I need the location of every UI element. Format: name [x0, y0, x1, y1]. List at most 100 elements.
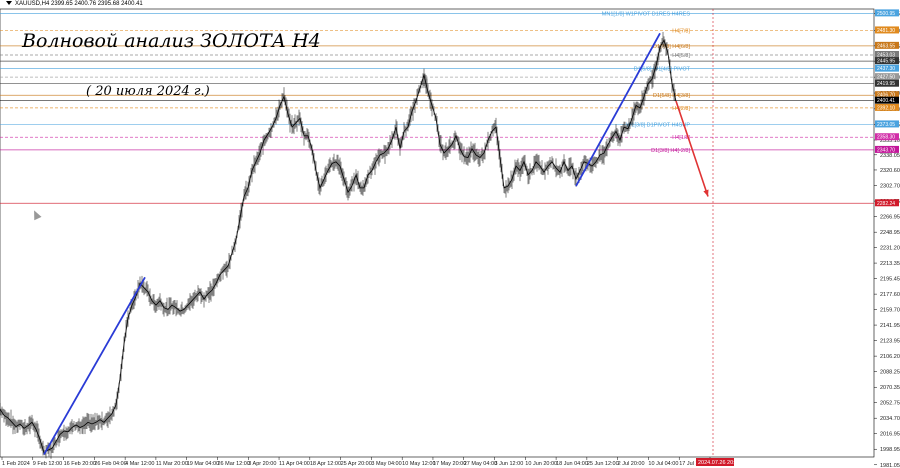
price-tag-box — [875, 91, 899, 99]
x-tick-label: 25 Apr 20:00 — [341, 461, 372, 467]
y-tick-label: 2195.45 — [880, 277, 900, 283]
y-tick-label: 1981.05 — [880, 463, 900, 468]
price-tag-label: 2392.10 — [877, 105, 895, 111]
price-tag-label: 2445.95 — [877, 59, 895, 65]
y-tick-label: 1998.95 — [880, 447, 900, 453]
x-tick-label: 11 Apr 04:00 — [279, 461, 310, 467]
price-tag-box — [875, 9, 899, 17]
forecast-arrow-line — [675, 100, 709, 197]
y-tick-label: 2213.35 — [880, 261, 900, 267]
x-tick-label: 9 Feb 12:00 — [33, 461, 62, 467]
forecast-arrow-head-icon — [703, 189, 709, 197]
price-tag-box — [875, 133, 899, 141]
x-tick-label: 10 May 12:00 — [402, 461, 435, 467]
price-tag-label: 2400.41 — [877, 98, 895, 104]
x-tick-label: 3 May 04:00 — [371, 461, 401, 467]
y-tick-label: 2302.70 — [880, 184, 900, 190]
x-tick-label: 11 Mar 20:00 — [156, 461, 188, 467]
price-tag-box — [875, 73, 899, 81]
price-tag-box — [875, 50, 899, 58]
y-tick-label: 2266.95 — [880, 215, 900, 221]
price-tag-label: 2419.95 — [877, 81, 895, 87]
y-tick-label: 2248.95 — [880, 230, 900, 236]
price-tag-label: 2343.70 — [877, 147, 895, 153]
dropdown-triangle-icon[interactable] — [6, 1, 12, 6]
y-tick-label: 2320.60 — [880, 168, 900, 174]
symbol-line: XAUUSD,H4 2399.65 2400.76 2395.68 2400.4… — [15, 1, 143, 7]
level-label: W1[3/8] D1PIVOT H4SUP — [626, 122, 690, 128]
x-tick-label: 10 Jul 04:00 — [648, 461, 678, 467]
price-tag-box — [875, 41, 899, 49]
plot-frame — [0, 8, 875, 458]
y-tick-label: 2338.05 — [880, 153, 900, 159]
level-label: H4[7/8] — [672, 28, 690, 34]
price-tag-box — [875, 64, 899, 72]
price-tag-box — [875, 199, 899, 207]
level-label: D1[7/8] H4[6/8] — [653, 44, 690, 50]
y-tick-label: 2016.95 — [880, 432, 900, 438]
x-tick-label: 18 Jun 04:00 — [556, 461, 588, 467]
x-tick-label: 2 Jul 20:00 — [618, 461, 645, 467]
y-tick-label: 2159.70 — [880, 308, 900, 314]
x-tick-label: 3 Apr 20:00 — [248, 461, 276, 467]
x-tick-label: 19 Mar 04:00 — [187, 461, 219, 467]
price-tag-box — [875, 79, 899, 87]
x-tick-label: 26 Feb 04:00 — [94, 461, 126, 467]
level-label: D1[3/8] H4[-2/8] — [651, 148, 690, 154]
y-tick-label: 2231.20 — [880, 246, 900, 252]
x-tick-label: 10 Jun 20:00 — [525, 461, 557, 467]
price-tags: 2500.95 2481.30 2463.55 2453.032445.952437.… — [875, 9, 899, 207]
price-tag-label: 2282.24 — [877, 201, 895, 207]
price-tag-box — [875, 26, 899, 34]
x-tick-label: 26 Mar 12:00 — [217, 461, 249, 467]
y-tick-label: 2052.75 — [880, 401, 900, 407]
x-tick-label: 3 Jun 12:00 — [495, 461, 524, 467]
level-label: H4[2/8] — [672, 106, 690, 112]
y-tick-label: 2088.25 — [880, 370, 900, 376]
x-tick-label: 25 Jun 12:00 — [587, 461, 619, 467]
price-tag-label: 2500.95 — [877, 11, 895, 17]
price-tag-label: 2463.55 — [877, 43, 895, 49]
price-tag-box — [875, 96, 899, 104]
x-highlight-box — [696, 458, 734, 466]
y-tick-label: 2123.95 — [880, 339, 900, 345]
y-tick-label: 2070.35 — [880, 385, 900, 391]
level-label: H4[1/8] — [672, 135, 690, 141]
level-label: D1[5/8] H4[3/8] — [653, 93, 690, 99]
x-tick-label: 16 Feb 20:00 — [64, 461, 96, 467]
y-tick-label: 2034.70 — [880, 416, 900, 422]
symbol-header: XAUUSD,H4 2399.65 2400.76 2395.68 2400.4… — [6, 1, 143, 7]
wave-line — [575, 32, 661, 187]
price-tag-label: 2358.30 — [877, 135, 895, 141]
y-tick-label: 2355.10 — [880, 138, 900, 144]
price-tag-label: 2481.30 — [877, 28, 895, 34]
level-label: MN1[1/8] W1PIVOT D1RES H4RES — [602, 11, 691, 17]
chart-subtitle: ( 20 июля 2024 г.) — [86, 84, 210, 99]
level-label: D1[6/8] W1[4/8] PIVOT — [634, 67, 691, 73]
y-tick-label: 2141.95 — [880, 323, 900, 329]
x-tick-label: 1 Feb 2024 — [2, 461, 30, 467]
price-tag-label: 2437.30 — [877, 66, 895, 72]
price-tag-box — [875, 145, 899, 153]
x-tick-label: 4 Mar 12:00 — [125, 461, 154, 467]
price-tag-box — [875, 103, 899, 111]
x-tick-label: 2024.07.26 20:00 — [698, 460, 741, 466]
x-tick-label: 17 May 20:00 — [433, 461, 466, 467]
price-tag-label: 2373.05 — [877, 122, 895, 128]
chart-title: Волновой анализ ЗОЛОТА H4 — [22, 30, 321, 52]
price-tag-box — [875, 120, 899, 128]
y-tick-label: 2177.60 — [880, 292, 900, 298]
price-tag-label: 2406.70 — [877, 93, 895, 99]
x-tick-label: 17 Jul 12:00 — [679, 461, 709, 467]
x-tick-label: 27 May 04:00 — [464, 461, 497, 467]
wave-line — [43, 276, 146, 455]
price-tag-label: 2453.03 — [877, 52, 895, 58]
y-tick-label: 2106.20 — [880, 354, 900, 360]
price-tag-box — [875, 57, 899, 65]
price-tag-label: 2427.50 — [877, 75, 895, 81]
x-tick-label: 18 Apr 12:00 — [310, 461, 341, 467]
wave-lines — [43, 32, 709, 455]
level-label: H4[5/8] — [672, 53, 690, 59]
